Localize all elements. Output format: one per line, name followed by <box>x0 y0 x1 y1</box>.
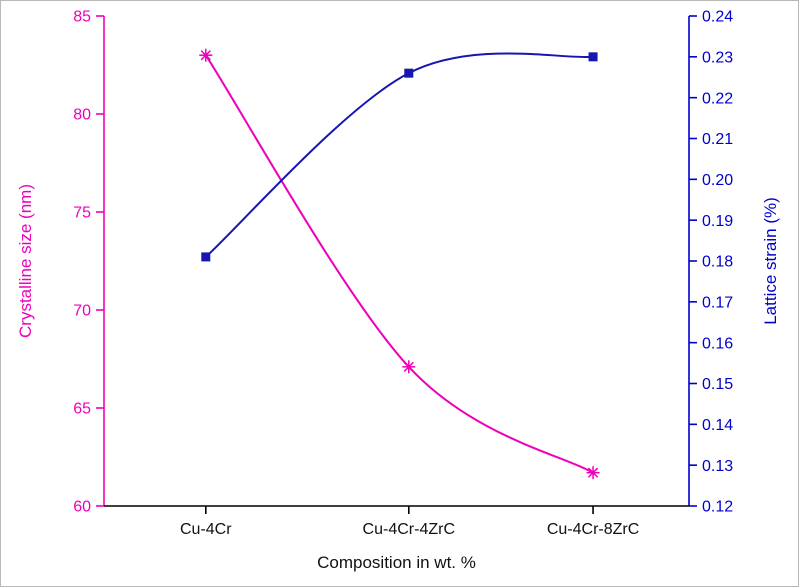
right-axis-tick-label: 0.19 <box>702 213 733 230</box>
left-axis-tick-label: 85 <box>73 9 91 26</box>
right-axis-tick-label: 0.18 <box>702 254 733 271</box>
x-axis-tick-label: Cu-4Cr-4ZrC <box>363 521 455 538</box>
right-axis-tick-label: 0.14 <box>702 417 733 434</box>
series-line-right <box>204 52 595 258</box>
right-axis-tick-label: 0.20 <box>702 172 733 189</box>
right-axis-tick-label: 0.13 <box>702 458 733 475</box>
right-axis-tick-label: 0.17 <box>702 294 733 311</box>
right-axis-title: Lattice strain (%) <box>761 197 780 325</box>
right-axis-tick-label: 0.23 <box>702 49 733 66</box>
square-marker <box>588 52 598 62</box>
left-axis-tick-label: 80 <box>73 107 91 124</box>
left-axis-tick-label: 65 <box>73 401 91 418</box>
right-axis-tick-label: 0.12 <box>702 499 733 516</box>
left-axis-tick-label: 70 <box>73 303 91 320</box>
asterisk-marker <box>200 50 211 61</box>
square-marker <box>201 252 211 262</box>
right-axis-tick-label: 0.22 <box>702 90 733 107</box>
asterisk-marker <box>403 361 414 372</box>
x-axis-tick-label: Cu-4Cr <box>180 521 232 538</box>
x-axis-tick-label: Cu-4Cr-8ZrC <box>547 521 639 538</box>
right-axis-tick-label: 0.24 <box>702 9 733 26</box>
right-axis-tick-label: 0.21 <box>702 131 733 148</box>
right-axis-tick-label: 0.15 <box>702 376 733 393</box>
left-axis-title: Crystalline size (nm) <box>16 184 35 338</box>
right-axis-tick-label: 0.16 <box>702 335 733 352</box>
asterisk-marker <box>587 467 599 478</box>
square-marker <box>404 68 414 78</box>
x-axis-title: Composition in wt. % <box>317 553 476 572</box>
left-axis-tick-label: 60 <box>73 499 91 516</box>
series-line-left <box>204 54 595 474</box>
left-axis-tick-label: 75 <box>73 205 91 222</box>
